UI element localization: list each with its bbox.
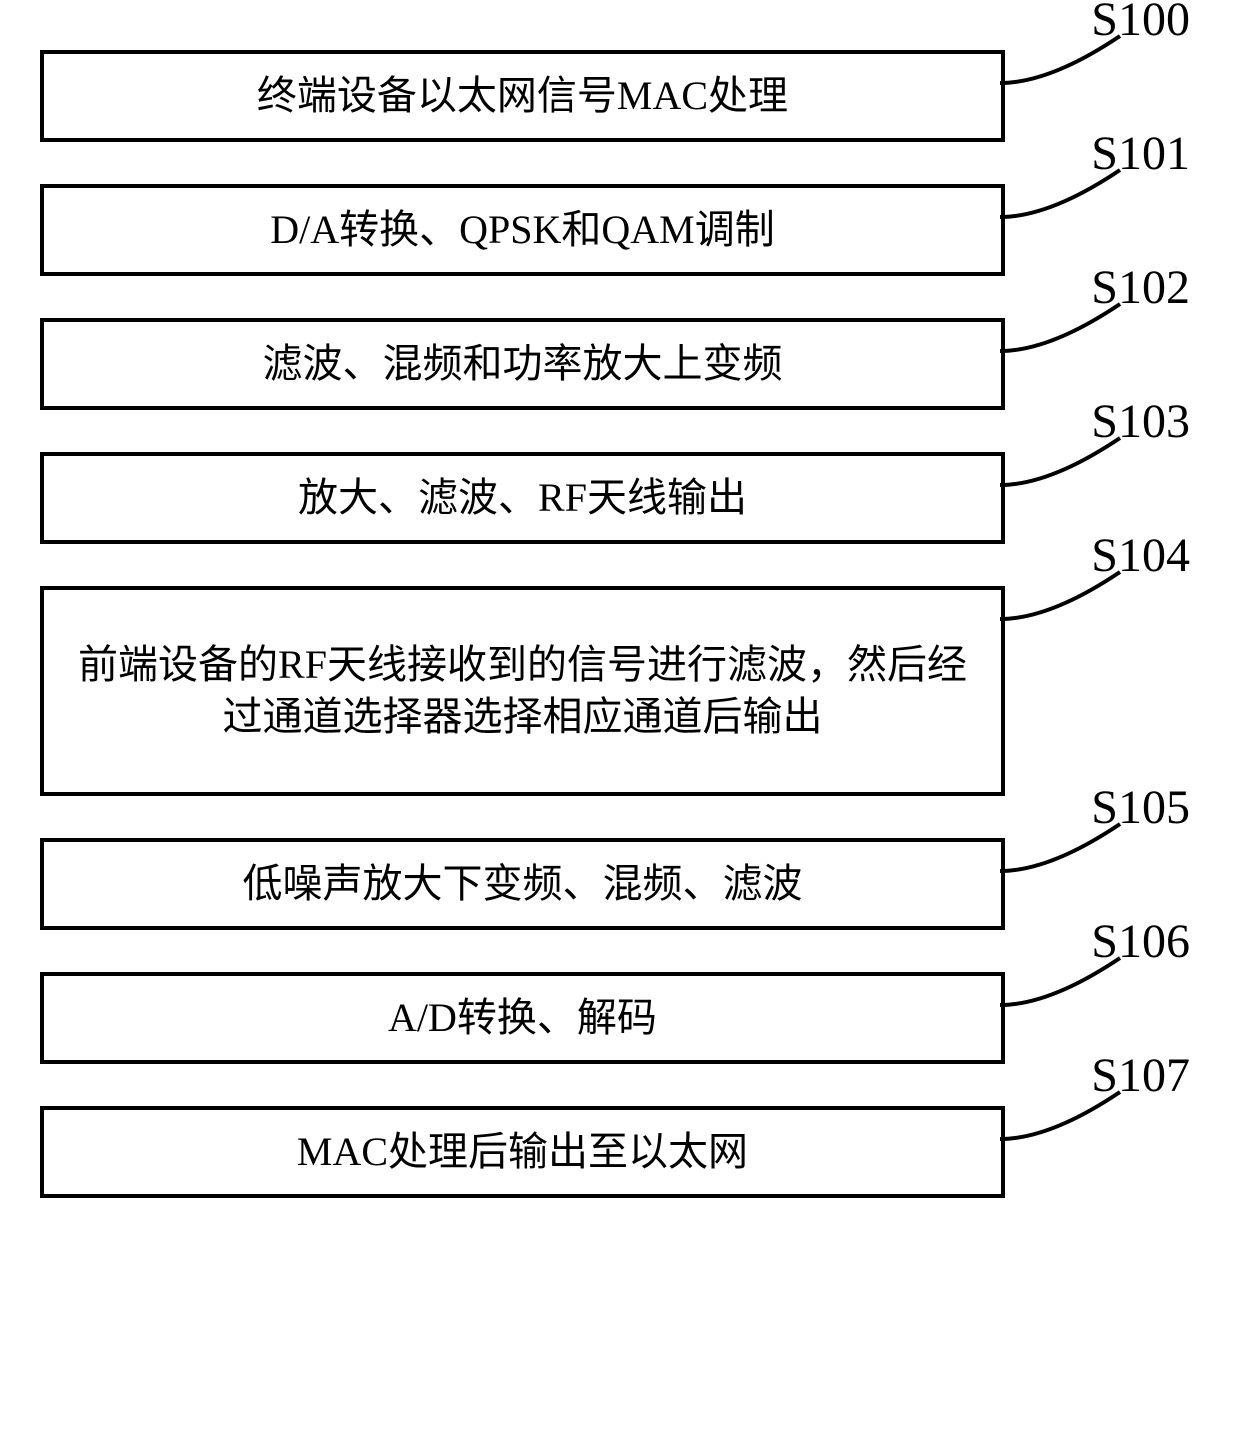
step-s106: A/D转换、解码 S106 — [40, 972, 1200, 1064]
step-box: D/A转换、QPSK和QAM调制 — [40, 184, 1005, 276]
step-label: S103 — [1091, 394, 1190, 449]
step-box: MAC处理后输出至以太网 — [40, 1106, 1005, 1198]
step-box: 滤波、混频和功率放大上变频 — [40, 318, 1005, 410]
step-box: 低噪声放大下变频、混频、滤波 — [40, 838, 1005, 930]
step-s102: 滤波、混频和功率放大上变频 S102 — [40, 318, 1200, 410]
step-label: S104 — [1091, 528, 1190, 583]
step-text: 低噪声放大下变频、混频、滤波 — [243, 858, 803, 910]
step-s105: 低噪声放大下变频、混频、滤波 S105 — [40, 838, 1200, 930]
step-text: 终端设备以太网信号MAC处理 — [257, 70, 788, 122]
step-s100: 终端设备以太网信号MAC处理 S100 — [40, 50, 1200, 142]
step-s103: 放大、滤波、RF天线输出 S103 — [40, 452, 1200, 544]
step-label: S100 — [1091, 0, 1190, 47]
step-s104: 前端设备的RF天线接收到的信号进行滤波，然后经过通道选择器选择相应通道后输出 S… — [40, 586, 1200, 796]
label-wrapper: S107 — [1005, 1106, 1200, 1198]
step-label: S106 — [1091, 914, 1190, 969]
step-label: S101 — [1091, 126, 1190, 181]
step-text: A/D转换、解码 — [388, 992, 657, 1044]
step-s107: MAC处理后输出至以太网 S107 — [40, 1106, 1200, 1198]
step-box: 放大、滤波、RF天线输出 — [40, 452, 1005, 544]
step-label: S107 — [1091, 1048, 1190, 1103]
step-s101: D/A转换、QPSK和QAM调制 S101 — [40, 184, 1200, 276]
label-wrapper: S104 — [1005, 586, 1200, 796]
step-label: S102 — [1091, 260, 1190, 315]
step-text: D/A转换、QPSK和QAM调制 — [270, 204, 775, 256]
step-text: 前端设备的RF天线接收到的信号进行滤波，然后经过通道选择器选择相应通道后输出 — [64, 639, 981, 743]
step-box: A/D转换、解码 — [40, 972, 1005, 1064]
step-text: MAC处理后输出至以太网 — [297, 1126, 748, 1178]
flowchart-diagram: 终端设备以太网信号MAC处理 S100 D/A转换、QPSK和QAM调制 S10… — [40, 50, 1200, 1198]
step-text: 放大、滤波、RF天线输出 — [298, 472, 747, 524]
step-label: S105 — [1091, 780, 1190, 835]
step-text: 滤波、混频和功率放大上变频 — [263, 338, 783, 390]
step-box: 前端设备的RF天线接收到的信号进行滤波，然后经过通道选择器选择相应通道后输出 — [40, 586, 1005, 796]
step-box: 终端设备以太网信号MAC处理 — [40, 50, 1005, 142]
